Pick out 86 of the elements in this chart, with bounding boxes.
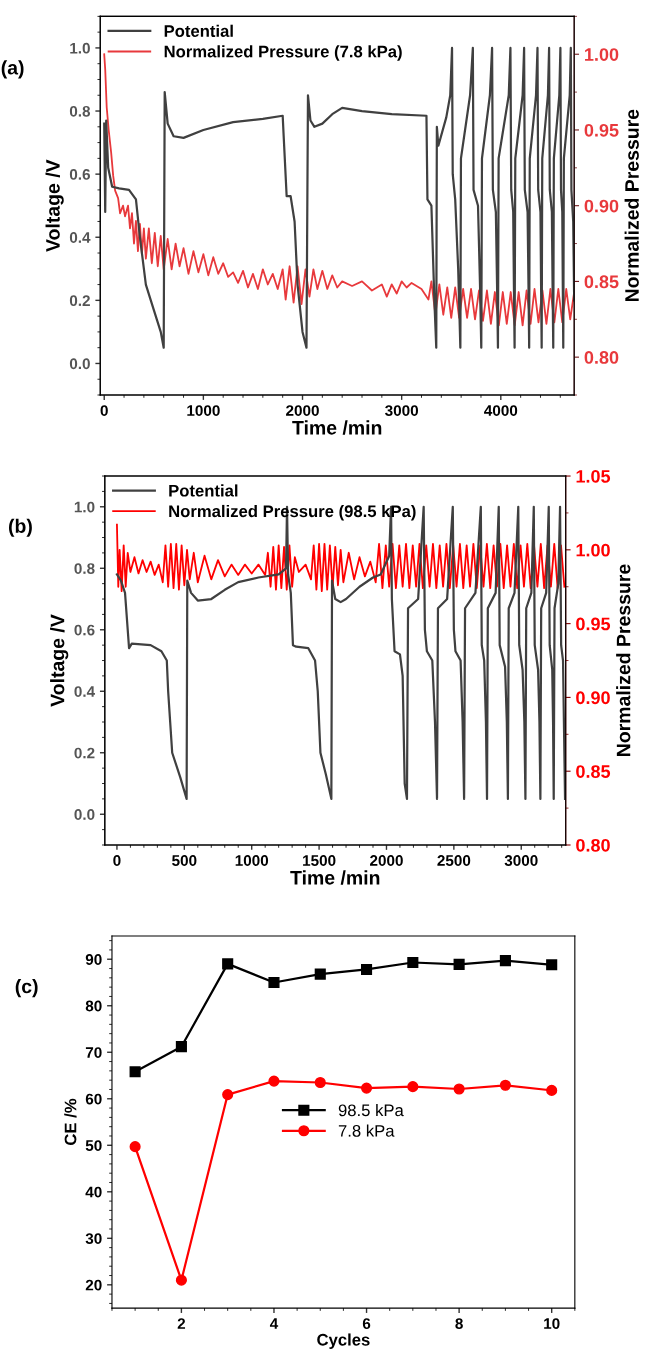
y2-tick-label: 1.00 (585, 48, 619, 61)
y2-tick-label: 0.85 (576, 765, 611, 778)
y2-tick-label: 0.80 (584, 351, 619, 364)
y2-tick-label: 0.95 (576, 617, 611, 631)
y2-tick-label: 0.95 (584, 123, 619, 137)
y-tick-label: 0.4 (69, 232, 91, 243)
point (546, 1084, 558, 1096)
point (314, 968, 326, 980)
y-tick-label: 0.6 (74, 624, 95, 636)
x-axis-title: Time /min (292, 420, 382, 435)
y-tick-label: 0.4 (74, 686, 96, 697)
y-axis-title: CE /% (64, 1098, 77, 1145)
legend-label: 98.5 kPa (338, 1103, 404, 1117)
y-axis-title: Voltage /V (45, 159, 64, 252)
y2-tick-label: 0.90 (584, 199, 619, 213)
point (175, 1041, 187, 1053)
y-tick-label: 30 (85, 1233, 102, 1245)
y-tick-label: 0.8 (69, 105, 91, 117)
point (175, 1274, 187, 1286)
line-series (115, 505, 566, 800)
y-tick-label: 60 (85, 1093, 102, 1105)
line-series (116, 523, 566, 593)
y2-tick-label: 0.85 (584, 275, 619, 289)
point (268, 1075, 280, 1087)
y2-tick-label: 0.90 (576, 691, 610, 705)
y2-tick-label: 1.00 (576, 543, 610, 557)
x-tick-label: 3000 (385, 405, 419, 416)
point (129, 1141, 141, 1153)
point (129, 1066, 141, 1078)
text: (a) (1, 60, 24, 79)
x-tick-label: 1000 (187, 405, 220, 416)
x-tick-label: 8 (455, 1318, 463, 1330)
text: (b) (8, 518, 32, 537)
y2-tick-label: 1.05 (576, 469, 611, 483)
point (314, 1076, 326, 1089)
y-tick-label: 0.6 (69, 169, 90, 180)
x-tick-label: 1500 (303, 855, 336, 866)
y-tick-label: 0.8 (74, 563, 95, 574)
y-tick-label: 70 (85, 1047, 102, 1058)
y-tick-label: 1.0 (74, 501, 95, 513)
y-tick-label: 0.0 (74, 809, 95, 820)
x-tick-label: 0 (100, 405, 108, 416)
x-tick-label: 4000 (484, 405, 518, 416)
point (499, 955, 511, 967)
x-axis-title: Time /min (290, 870, 380, 885)
point (407, 1081, 419, 1093)
point (407, 956, 419, 969)
y-tick-label: 40 (85, 1186, 102, 1198)
x-tick-label: 2000 (370, 855, 403, 866)
point (546, 959, 558, 971)
y2-axis-title: Normalized Pressure (624, 109, 639, 302)
y-tick-label: 50 (85, 1140, 102, 1151)
point (499, 1079, 511, 1091)
point (360, 963, 373, 976)
y-axis-title: Voltage /V (50, 614, 69, 707)
x-tick-label: 2 (177, 1318, 186, 1329)
x-tick-label: 2000 (286, 405, 319, 416)
legend-label: Normalized Pressure (7.8 kPa) (164, 45, 402, 61)
y-tick-label: 20 (85, 1279, 102, 1291)
legend-label: Potential (164, 24, 233, 37)
x-axis-title: Cycles (317, 1333, 370, 1349)
y-tick-label: 90 (85, 954, 102, 965)
text: (c) (15, 979, 38, 998)
y2-tick-label: 0.80 (576, 838, 610, 852)
point (222, 958, 234, 970)
x-tick-label: 6 (362, 1318, 371, 1330)
y-tick-label: 1.0 (70, 42, 90, 54)
point (268, 976, 280, 989)
y2-axis-title: Normalized Pressure (616, 564, 631, 756)
x-tick-label: 500 (172, 855, 197, 866)
y-tick-label: 0.0 (69, 358, 90, 370)
legend-label: 7.8 kPa (338, 1124, 395, 1137)
x-tick-label: 1000 (235, 855, 269, 866)
x-tick-label: 0 (113, 855, 121, 866)
point (453, 958, 465, 970)
x-tick-label: 3000 (504, 855, 538, 866)
legend-label: Potential (169, 484, 238, 497)
x-tick-label: 4 (269, 1318, 279, 1329)
x-tick-label: 10 (544, 1318, 560, 1330)
point (222, 1089, 234, 1101)
point (453, 1083, 465, 1095)
y-tick-label: 0.2 (74, 747, 95, 759)
point (360, 1082, 373, 1094)
y-tick-label: 0.2 (69, 295, 90, 307)
x-tick-label: 2500 (437, 855, 471, 866)
y-tick-label: 80 (85, 1000, 102, 1012)
